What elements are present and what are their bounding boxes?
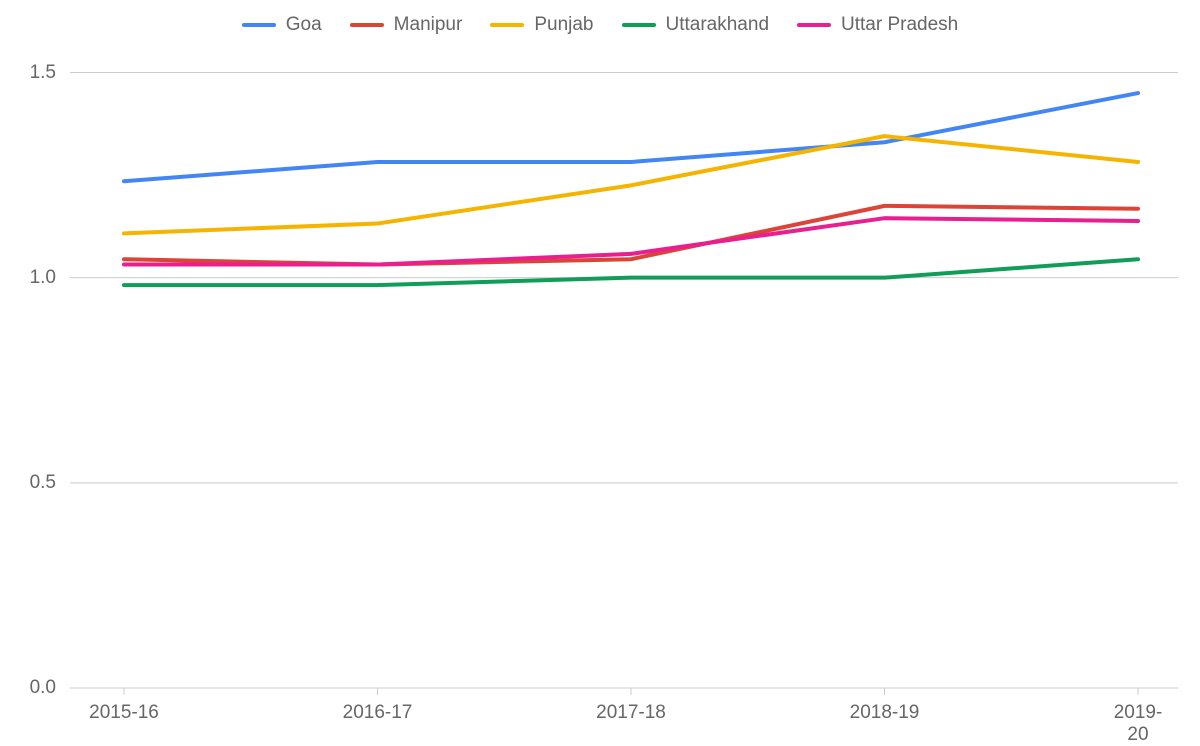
legend-label: Punjab [534,14,593,36]
legend-swatch [242,23,276,27]
legend-swatch [350,23,384,27]
x-tick-label: 2015-16 [89,702,159,724]
plot-area [70,52,1178,698]
x-tick-label: 2019-20 [1107,702,1169,746]
y-tick-label: 1.0 [0,267,56,289]
y-tick-label: 1.5 [0,62,56,84]
x-tick-label: 2016-17 [343,702,413,724]
y-tick-label: 0.5 [0,472,56,494]
legend-label: Uttarakhand [666,14,770,36]
legend-swatch [797,23,831,27]
legend-swatch [490,23,524,27]
legend-item: Uttarakhand [622,14,770,36]
legend-item: Manipur [350,14,463,36]
legend-label: Goa [286,14,322,36]
chart-container: Goa Manipur Punjab Uttarakhand Uttar Pra… [0,0,1200,742]
legend-label: Manipur [394,14,463,36]
legend-swatch [622,23,656,27]
x-tick-label: 2018-19 [850,702,920,724]
y-tick-label: 0.0 [0,677,56,699]
series-line [124,93,1138,181]
legend-item: Uttar Pradesh [797,14,958,36]
legend-item: Punjab [490,14,593,36]
legend-label: Uttar Pradesh [841,14,958,36]
x-tick-label: 2017-18 [596,702,666,724]
legend-item: Goa [242,14,322,36]
legend: Goa Manipur Punjab Uttarakhand Uttar Pra… [0,14,1200,36]
